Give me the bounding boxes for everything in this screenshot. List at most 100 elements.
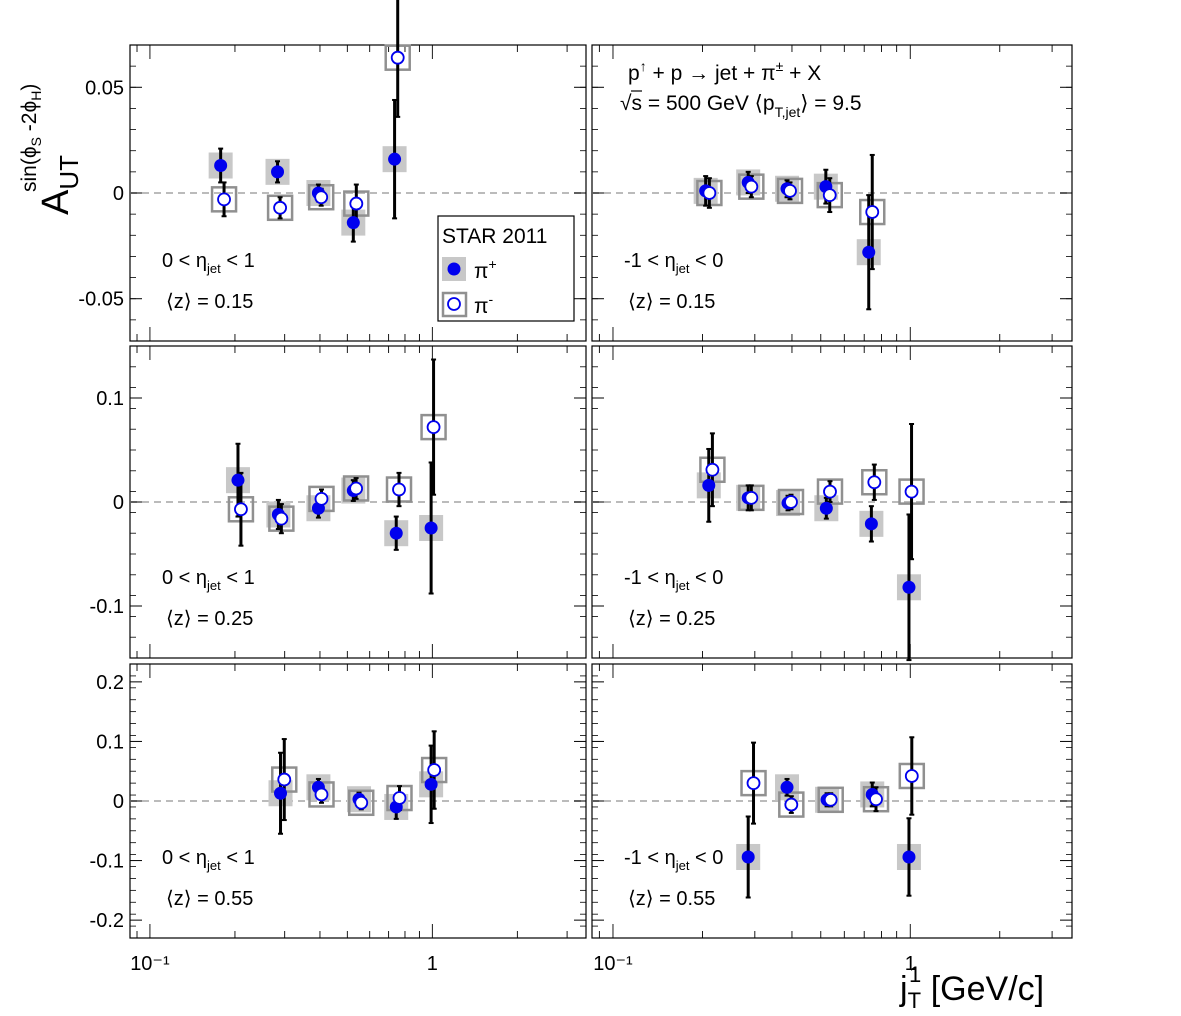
reaction-label: p↑ + p → jet + π± + X xyxy=(628,58,821,85)
marker-piminus xyxy=(314,190,329,205)
legend-piminus-sys xyxy=(441,291,468,318)
x-tick-label: 10⁻¹ xyxy=(130,953,170,975)
y-tick-label: -0.1 xyxy=(90,596,124,618)
sys-box-piminus xyxy=(266,194,294,222)
y-tick-label: -0.2 xyxy=(90,910,124,932)
panel-z-label: ⟨z⟩ = 0.55 xyxy=(628,888,715,910)
marker-piplus xyxy=(864,517,878,531)
y-tick-label: 0.05 xyxy=(85,77,124,99)
y-tick-label: -0.05 xyxy=(78,289,124,311)
panel-eta-label: -1 < ηjet < 0 xyxy=(624,250,723,276)
marker-piplus xyxy=(214,159,228,173)
marker-piminus xyxy=(217,192,231,207)
legend-title: STAR 2011 xyxy=(442,225,547,248)
legend-piplus-label: π+ xyxy=(474,256,497,283)
y-axis-label: AUT xyxy=(35,155,84,215)
marker-piplus xyxy=(780,780,794,794)
marker-piplus xyxy=(274,786,288,800)
y-label-main: A xyxy=(35,189,77,215)
panel-0: -0.05 0 0.05 0 < ηjet < 1 ⟨z⟩ = 0.15 xyxy=(78,0,587,342)
marker-piplus xyxy=(902,580,916,594)
marker-piminus xyxy=(865,205,880,219)
marker-piplus xyxy=(424,521,438,535)
panel-eta-label: -1 < ηjet < 0 xyxy=(624,847,723,873)
marker-piminus xyxy=(822,188,837,203)
x-tick-label: 1 xyxy=(905,953,916,975)
panel-z-label: ⟨z⟩ = 0.55 xyxy=(166,888,253,910)
marker-piminus xyxy=(426,420,441,435)
sys-box-piminus xyxy=(307,183,335,211)
marker-piplus xyxy=(819,501,833,515)
panel-z-label: ⟨z⟩ = 0.25 xyxy=(166,608,253,630)
sys-box-piminus xyxy=(347,789,375,817)
y-tick-label: 0 xyxy=(113,791,124,813)
y-tick-label: -0.1 xyxy=(90,851,124,873)
marker-piminus xyxy=(823,484,837,499)
sys-box-piminus xyxy=(777,488,805,516)
marker-piminus xyxy=(746,776,761,791)
marker-piminus xyxy=(354,795,369,810)
x-tick-label: 10⁻¹ xyxy=(593,953,633,975)
y-axis-label-superscript: sin(ϕS -2ϕH) xyxy=(18,84,44,192)
marker-piminus xyxy=(784,495,798,509)
y-tick-label: 0.1 xyxy=(96,388,124,410)
sys-box-piminus xyxy=(738,173,765,200)
panel-eta-label: 0 < ηjet < 1 xyxy=(162,250,255,276)
sys-box-piminus xyxy=(817,786,844,814)
marker-piplus xyxy=(271,165,285,179)
panel-3: -1 < ηjet < 0 ⟨z⟩ = 0.25 xyxy=(591,345,1073,662)
marker-piminus xyxy=(314,787,329,802)
marker-piminus xyxy=(349,196,364,211)
y-tick-label: 0.1 xyxy=(96,731,124,753)
legend-piminus-label: π- xyxy=(474,291,494,318)
panel-z-label: ⟨z⟩ = 0.25 xyxy=(628,608,715,630)
panel-eta-label: -1 < ηjet < 0 xyxy=(624,567,723,593)
panel-z-label: ⟨z⟩ = 0.15 xyxy=(166,291,253,313)
marker-piminus xyxy=(744,179,759,194)
y-tick-label: 0.2 xyxy=(96,672,124,694)
marker-piplus xyxy=(389,526,403,540)
panel-4: -0.2 -0.1 0 0.1 0.2 10⁻¹ 1 0 < ηjet < 1 ⟨z⟩ = 0.… xyxy=(90,663,587,975)
marker-piminus xyxy=(744,490,759,505)
marker-piminus xyxy=(390,50,405,65)
x-axis-label: jT1 [GeV/c] xyxy=(899,962,1044,1013)
marker-piplus xyxy=(862,245,876,259)
marker-piplus xyxy=(388,152,402,166)
marker-piplus xyxy=(741,850,755,864)
marker-piplus xyxy=(231,473,245,487)
marker-piminus xyxy=(702,186,717,200)
panel-eta-label: 0 < ηjet < 1 xyxy=(162,847,255,873)
marker-piplus xyxy=(346,216,360,230)
marker-piminus xyxy=(427,763,442,777)
marker-piminus xyxy=(273,200,287,215)
marker-piminus xyxy=(705,462,720,477)
marker-piminus xyxy=(274,511,289,526)
x-tick-label: 1 xyxy=(427,953,438,975)
marker-piplus xyxy=(902,850,916,864)
legend-piplus-marker xyxy=(447,262,461,276)
panel-1: -1 < ηjet < 0 ⟨z⟩ = 0.15 xyxy=(591,44,1073,342)
energy-label: √s = 500 GeV ⟨pT,jet⟩ = 9.5 xyxy=(620,92,862,120)
marker-piminus xyxy=(904,484,919,499)
marker-piminus xyxy=(277,772,292,787)
marker-piminus xyxy=(392,791,407,805)
sys-box-piminus xyxy=(776,177,804,205)
marker-piminus xyxy=(349,481,363,496)
marker-piminus xyxy=(904,769,919,783)
panel-5: 10⁻¹ 1 -1 < ηjet < 0 ⟨z⟩ = 0.55 xyxy=(591,663,1073,975)
sys-box-piminus xyxy=(342,475,370,502)
sys-box-piminus xyxy=(778,791,805,818)
marker-piminus xyxy=(867,475,882,490)
panel-z-label: ⟨z⟩ = 0.15 xyxy=(628,291,715,313)
marker-piminus xyxy=(783,183,797,198)
y-label-sub: UT xyxy=(54,155,84,190)
legend-piminus-marker xyxy=(447,297,461,311)
y-tick-label: 0 xyxy=(113,183,124,205)
marker-piminus xyxy=(784,797,799,812)
marker-piplus xyxy=(424,777,438,791)
marker-piminus xyxy=(869,792,883,807)
legend: STAR 2011 π+ π- xyxy=(437,215,575,322)
marker-piplus xyxy=(702,478,716,492)
marker-piminus xyxy=(234,502,248,517)
